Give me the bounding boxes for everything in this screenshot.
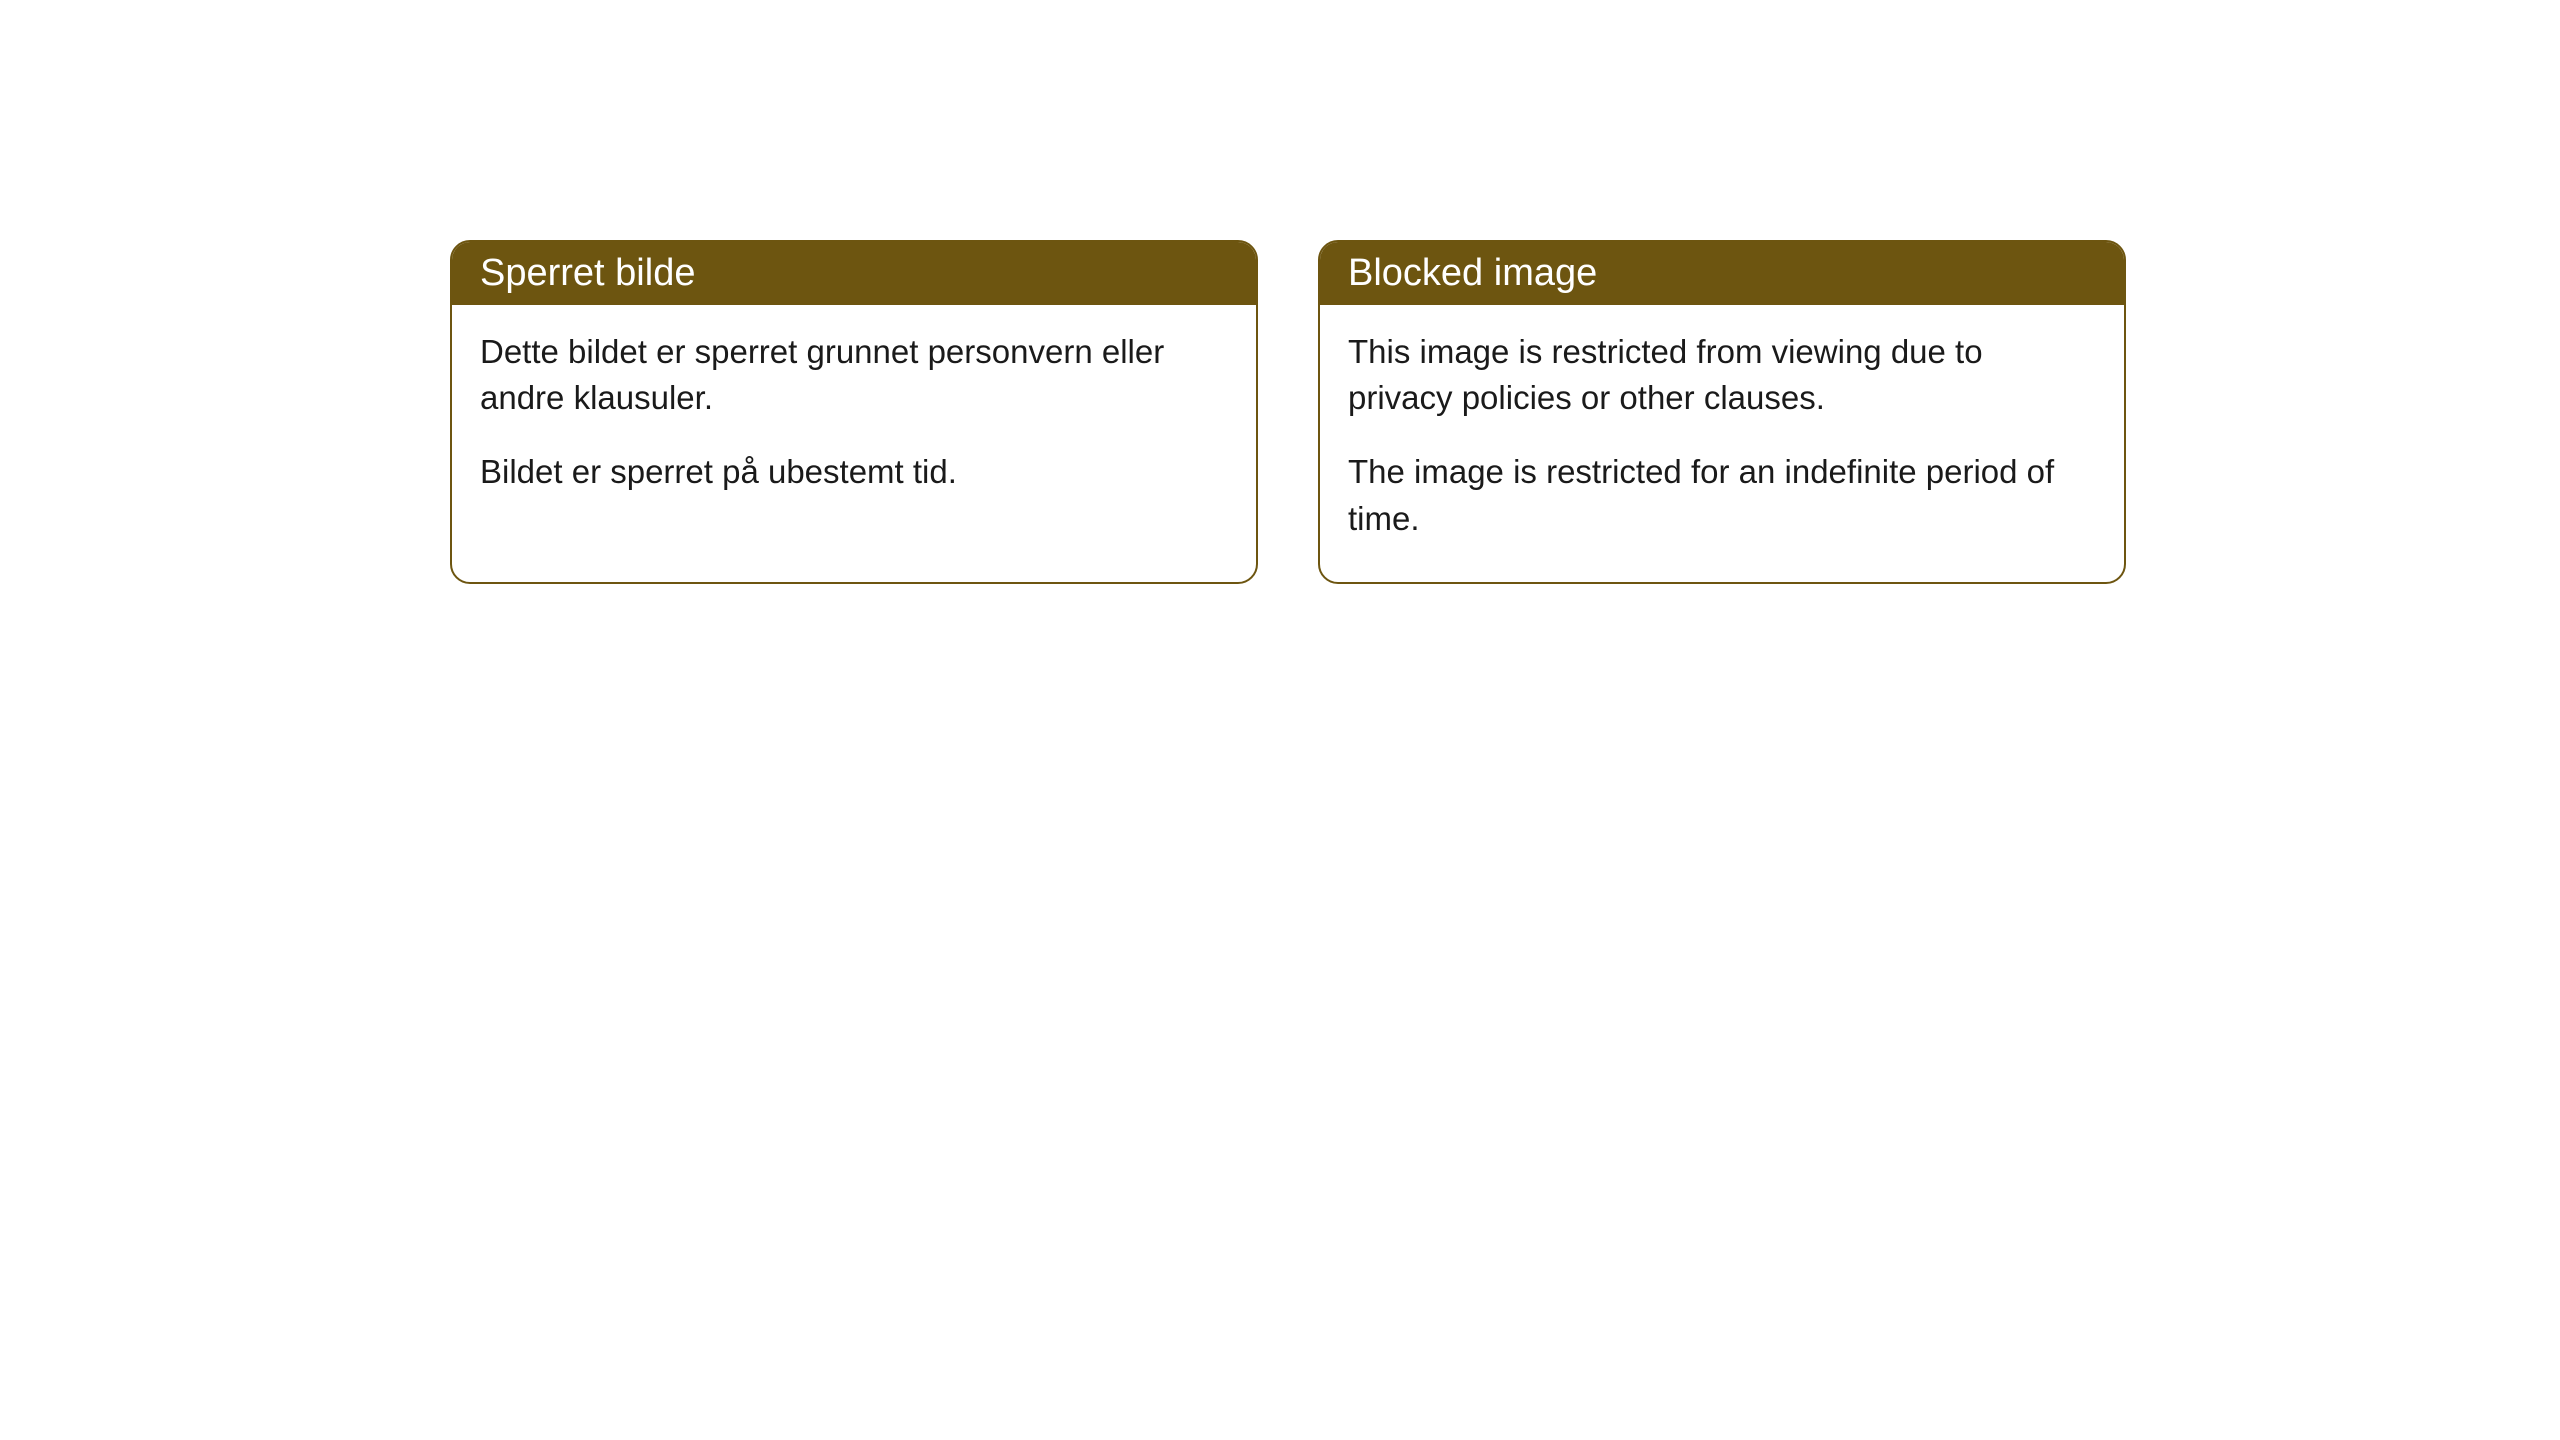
card-body: Dette bildet er sperret grunnet personve… [452,305,1256,536]
blocked-image-card-english: Blocked image This image is restricted f… [1318,240,2126,584]
blocked-image-card-norwegian: Sperret bilde Dette bildet er sperret gr… [450,240,1258,584]
card-paragraph-1: This image is restricted from viewing du… [1348,329,2096,421]
notice-cards-container: Sperret bilde Dette bildet er sperret gr… [450,240,2126,584]
card-header: Sperret bilde [452,242,1256,305]
card-header: Blocked image [1320,242,2124,305]
card-paragraph-2: Bildet er sperret på ubestemt tid. [480,449,1228,495]
card-body: This image is restricted from viewing du… [1320,305,2124,582]
card-title: Blocked image [1348,252,1597,294]
card-paragraph-2: The image is restricted for an indefinit… [1348,449,2096,541]
card-title: Sperret bilde [480,252,695,294]
card-paragraph-1: Dette bildet er sperret grunnet personve… [480,329,1228,421]
